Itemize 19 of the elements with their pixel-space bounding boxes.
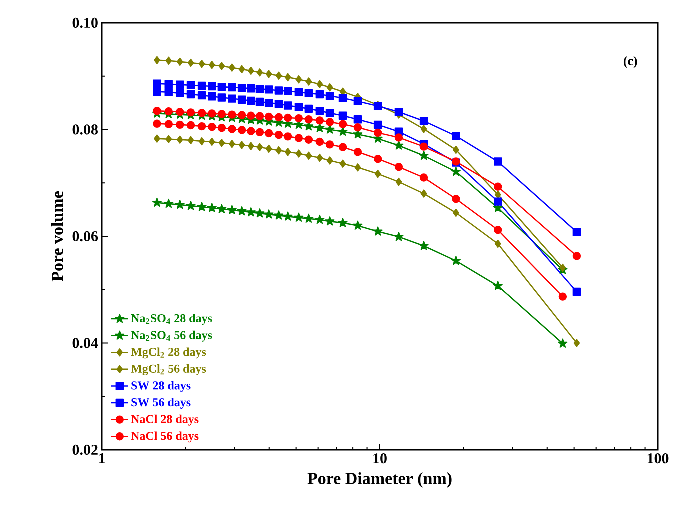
y-tick-label: 0.08: [72, 124, 98, 135]
y-tick-label: 0.10: [72, 18, 98, 28]
y-tick-label: 0.04: [72, 338, 98, 348]
y-axis-title: Pore volume: [51, 192, 64, 282]
annotation: (c): [624, 56, 638, 68]
legend-label: MgCl$_{2}$ 56 days: [131, 364, 206, 376]
legend-label: Na$_{2}$SO$_{4}$ 56 days: [131, 330, 212, 342]
x-tick-label: 100: [648, 454, 669, 464]
x-axis-title: Pore Diameter (nm): [308, 472, 452, 488]
legend-label: SW 56 days: [132, 398, 191, 410]
legend-label: NaCl 28 days: [131, 414, 199, 426]
x-tick-label: 10: [374, 454, 387, 464]
legend-label: SW 28 days: [132, 381, 191, 392]
x-tick-label: 1: [99, 454, 105, 464]
y-tick-label: 0.06: [72, 231, 98, 242]
y-tick-label: 0.02: [72, 444, 98, 456]
legend-label: Na$_{2}$SO$_{4}$ 28 days: [131, 314, 212, 326]
legend-label: NaCl 56 days: [131, 432, 199, 443]
legend-label: MgCl$_{2}$ 28 days: [131, 348, 206, 359]
